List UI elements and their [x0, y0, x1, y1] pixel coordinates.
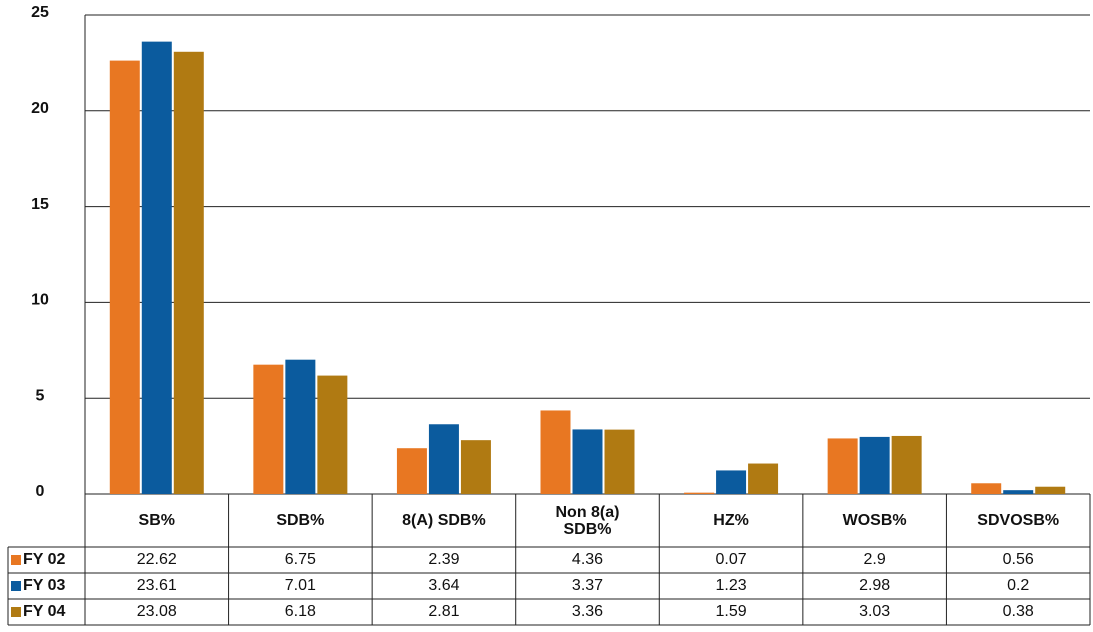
table-value: 1.23 — [716, 577, 747, 594]
table-value: 6.75 — [285, 551, 316, 568]
bar — [891, 435, 922, 494]
bar — [859, 436, 890, 494]
bar — [141, 41, 172, 495]
x-tick-label: WOSB% — [842, 512, 907, 529]
table-value: 3.37 — [572, 577, 603, 594]
bar — [716, 470, 747, 494]
table-value: 3.64 — [428, 577, 459, 594]
x-tick-label-box: HZ% — [713, 512, 749, 529]
bar — [827, 438, 858, 494]
bar — [109, 60, 140, 494]
table-value: 0.07 — [716, 551, 747, 568]
bar — [684, 492, 715, 494]
y-tick-label: 25 — [31, 4, 49, 21]
table-value: 23.08 — [137, 603, 177, 620]
x-tick-label-box: WOSB% — [842, 512, 907, 529]
y-tick-label: 0 — [36, 483, 45, 500]
bar — [1035, 486, 1066, 494]
bar — [460, 440, 491, 494]
table-value: 3.36 — [572, 603, 603, 620]
bar — [971, 483, 1002, 494]
table-value: 3.03 — [859, 603, 890, 620]
table-value: 23.61 — [137, 577, 177, 594]
x-tick-label-box: SB% — [138, 512, 175, 529]
bar — [173, 51, 204, 494]
table-value: 0.2 — [1007, 577, 1029, 594]
table-value: 2.39 — [428, 551, 459, 568]
x-tick-label-box: Non 8(a) SDB% — [555, 503, 620, 538]
x-tick-label: SDVOSB% — [977, 512, 1060, 529]
table-value: 22.62 — [137, 551, 177, 568]
table-value: 6.18 — [285, 603, 316, 620]
bar — [1003, 490, 1034, 494]
table-value: 7.01 — [285, 577, 316, 594]
bar — [604, 429, 635, 494]
bar — [396, 448, 427, 494]
bar — [285, 359, 316, 494]
bar — [428, 424, 459, 494]
bar — [540, 410, 571, 494]
bar — [317, 375, 348, 494]
table-value: 2.81 — [428, 603, 459, 620]
x-tick-label: SDB% — [276, 512, 325, 529]
bar — [748, 463, 779, 494]
legend-swatch — [11, 607, 21, 617]
legend-swatch — [11, 555, 21, 565]
bar — [253, 364, 284, 494]
y-tick-label: 5 — [36, 387, 45, 404]
table-value: 2.98 — [859, 577, 890, 594]
table-value: 0.38 — [1003, 603, 1034, 620]
legend-swatch — [11, 581, 21, 591]
table-value: 4.36 — [572, 551, 603, 568]
x-tick-label-box: SDB% — [276, 512, 325, 529]
x-tick-label-box: SDVOSB% — [977, 512, 1060, 529]
table-value: 1.59 — [716, 603, 747, 620]
x-tick-label: Non 8(a) SDB% — [555, 503, 620, 538]
x-tick-label: SB% — [138, 512, 175, 529]
legend-label: FY 03 — [23, 577, 66, 594]
x-tick-label: HZ% — [713, 512, 749, 529]
legend-label: FY 02 — [23, 551, 66, 568]
legend-label: FY 04 — [23, 603, 66, 620]
table-value: 0.56 — [1003, 551, 1034, 568]
y-tick-label: 15 — [31, 196, 49, 213]
x-tick-label: 8(A) SDB% — [402, 512, 486, 529]
y-tick-label: 20 — [31, 100, 49, 117]
x-tick-label-box: 8(A) SDB% — [402, 512, 486, 529]
bar — [572, 429, 603, 494]
table-value: 2.9 — [864, 551, 886, 568]
y-tick-label: 10 — [31, 292, 49, 309]
